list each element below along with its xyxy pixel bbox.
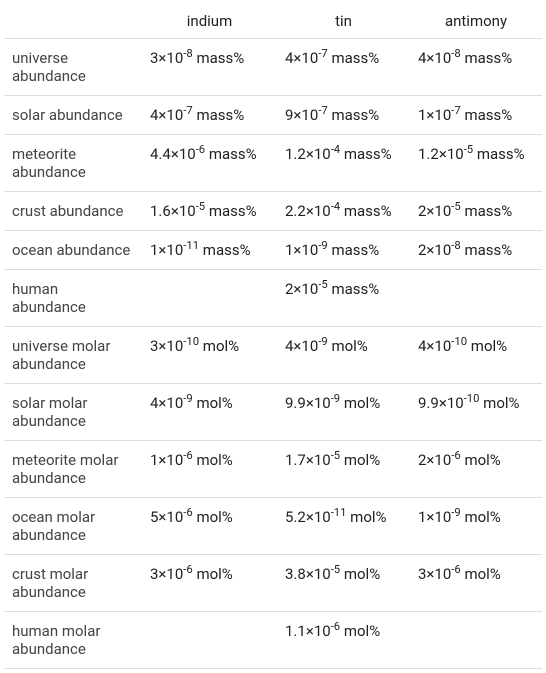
cell-tin: 9×10-7 mass% — [277, 96, 410, 135]
table-row: ocean molar abundance5×10-6 mol%5.2×10-1… — [4, 498, 542, 555]
cell-antimony: 4×10-10 mol% — [410, 327, 542, 384]
cell-indium: 4×10-7 mass% — [142, 96, 277, 135]
cell-antimony: 3×10-6 mol% — [410, 555, 542, 612]
cell-tin: 3.8×10-5 mol% — [277, 555, 410, 612]
table-row: ocean abundance1×10-11 mass%1×10-9 mass%… — [4, 231, 542, 270]
row-label: meteorite molar abundance — [4, 441, 142, 498]
row-label: crust abundance — [4, 192, 142, 231]
table-row: crust abundance1.6×10-5 mass%2.2×10-4 ma… — [4, 192, 542, 231]
header-antimony: antimony — [410, 4, 542, 39]
cell-antimony: 2×10-5 mass% — [410, 192, 542, 231]
cell-indium: 4.4×10-6 mass% — [142, 135, 277, 192]
cell-antimony: 4×10-8 mass% — [410, 39, 542, 96]
cell-tin: 1×10-9 mass% — [277, 231, 410, 270]
cell-antimony: 9.9×10-10 mol% — [410, 384, 542, 441]
row-label: ocean molar abundance — [4, 498, 142, 555]
header-empty — [4, 4, 142, 39]
cell-antimony: 1.2×10-5 mass% — [410, 135, 542, 192]
table-row: human abundance 2×10-5 mass% — [4, 270, 542, 327]
row-label: solar molar abundance — [4, 384, 142, 441]
cell-indium: 1.6×10-5 mass% — [142, 192, 277, 231]
cell-tin: 1.2×10-4 mass% — [277, 135, 410, 192]
cell-indium — [142, 612, 277, 669]
row-label: human abundance — [4, 270, 142, 327]
cell-indium: 1×10-6 mol% — [142, 441, 277, 498]
table-row: universe abundance3×10-8 mass%4×10-7 mas… — [4, 39, 542, 96]
header-indium: indium — [142, 4, 277, 39]
table-row: solar molar abundance4×10-9 mol%9.9×10-9… — [4, 384, 542, 441]
cell-indium: 3×10-6 mol% — [142, 555, 277, 612]
row-label: meteorite abundance — [4, 135, 142, 192]
row-label: human molar abundance — [4, 612, 142, 669]
cell-tin: 4×10-7 mass% — [277, 39, 410, 96]
cell-antimony: 2×10-8 mass% — [410, 231, 542, 270]
cell-tin: 4×10-9 mol% — [277, 327, 410, 384]
cell-antimony: 1×10-7 mass% — [410, 96, 542, 135]
cell-antimony: 2×10-6 mol% — [410, 441, 542, 498]
table-row: human molar abundance 1.1×10-6 mol% — [4, 612, 542, 669]
cell-tin: 5.2×10-11 mol% — [277, 498, 410, 555]
row-label: universe molar abundance — [4, 327, 142, 384]
cell-indium: 4×10-9 mol% — [142, 384, 277, 441]
table-header-row: indium tin antimony — [4, 4, 542, 39]
abundance-table: indium tin antimony universe abundance3×… — [4, 4, 542, 669]
cell-tin: 9.9×10-9 mol% — [277, 384, 410, 441]
table-row: universe molar abundance3×10-10 mol%4×10… — [4, 327, 542, 384]
table-row: crust molar abundance3×10-6 mol%3.8×10-5… — [4, 555, 542, 612]
table-row: meteorite abundance4.4×10-6 mass%1.2×10-… — [4, 135, 542, 192]
table-row: meteorite molar abundance1×10-6 mol%1.7×… — [4, 441, 542, 498]
cell-tin: 1.1×10-6 mol% — [277, 612, 410, 669]
row-label: ocean abundance — [4, 231, 142, 270]
cell-indium: 5×10-6 mol% — [142, 498, 277, 555]
row-label: universe abundance — [4, 39, 142, 96]
row-label: solar abundance — [4, 96, 142, 135]
cell-antimony — [410, 612, 542, 669]
cell-indium — [142, 270, 277, 327]
cell-indium: 1×10-11 mass% — [142, 231, 277, 270]
table-row: solar abundance4×10-7 mass%9×10-7 mass%1… — [4, 96, 542, 135]
cell-antimony: 1×10-9 mol% — [410, 498, 542, 555]
cell-tin: 2.2×10-4 mass% — [277, 192, 410, 231]
cell-tin: 1.7×10-5 mol% — [277, 441, 410, 498]
cell-antimony — [410, 270, 542, 327]
row-label: crust molar abundance — [4, 555, 142, 612]
cell-indium: 3×10-10 mol% — [142, 327, 277, 384]
cell-indium: 3×10-8 mass% — [142, 39, 277, 96]
cell-tin: 2×10-5 mass% — [277, 270, 410, 327]
header-tin: tin — [277, 4, 410, 39]
